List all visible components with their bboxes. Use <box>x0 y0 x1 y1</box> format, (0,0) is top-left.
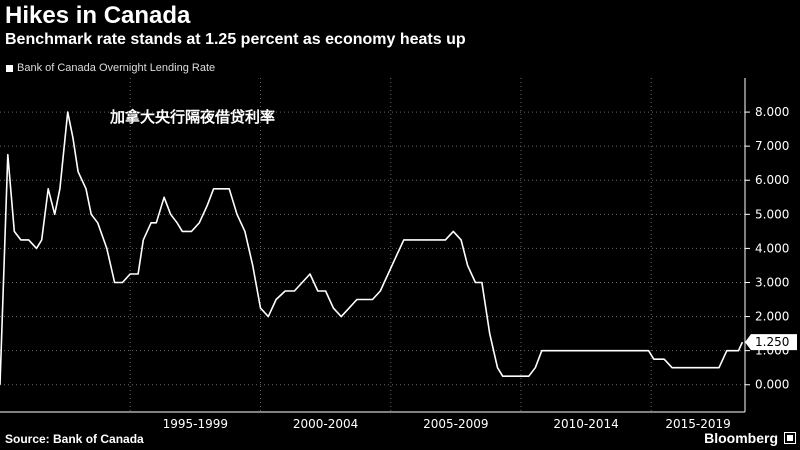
y-tick-label: 0.000 <box>755 378 789 392</box>
series-layer <box>0 111 744 385</box>
brand-name: Bloomberg <box>704 430 778 446</box>
bloomberg-logo-icon <box>784 432 796 444</box>
y-tick-label: 8.000 <box>755 105 789 119</box>
current-value-label: 1.250 <box>755 335 789 349</box>
x-tick-label: 1995-1999 <box>163 417 228 431</box>
x-axis: 1995-1999 2000-2004 2005-2009 2010-2014 2015… <box>0 411 745 431</box>
chart-subtitle: Benchmark rate stands at 1.25 percent as… <box>5 31 466 48</box>
current-value-callout: 1.250 <box>745 334 797 351</box>
y-tick-label: 4.000 <box>755 241 789 255</box>
current-value-tag <box>745 334 797 351</box>
y-tick-label: 7.000 <box>755 139 789 153</box>
source-note: Source: Bank of Canada <box>5 432 144 446</box>
y-tick-label: 6.000 <box>755 173 789 187</box>
x-tick-label: 2015-2019 <box>665 417 730 431</box>
legend: Bank of Canada Overnight Lending Rate <box>6 62 215 74</box>
chart-title: Hikes in Canada <box>5 2 191 29</box>
x-tick-label: 2000-2004 <box>293 417 358 431</box>
x-tick-label: 2005-2009 <box>423 417 488 431</box>
legend-swatch <box>6 64 13 72</box>
y-axis: 0.0001.0002.0003.0004.0005.0006.0007.000… <box>744 78 789 412</box>
y-tick-label: 5.000 <box>755 207 789 221</box>
y-tick-label: 2.000 <box>755 310 789 324</box>
legend-label: Bank of Canada Overnight Lending Rate <box>17 62 216 74</box>
y-tick-label: 3.000 <box>755 275 789 289</box>
gridlines <box>0 78 745 412</box>
x-tick-label: 2010-2014 <box>553 417 618 431</box>
series-line <box>0 111 744 385</box>
chart-annotation: 加拿大央行隔夜借贷利率 <box>110 108 276 126</box>
